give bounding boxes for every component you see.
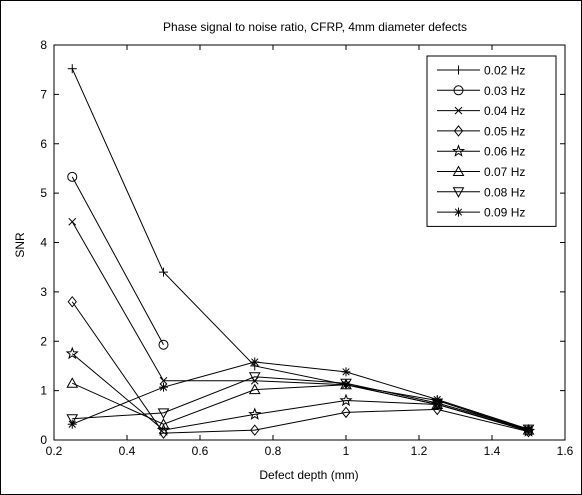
data-point-series-7	[157, 408, 170, 419]
y-tick-label: 3	[40, 285, 47, 299]
y-tick-label: 7	[40, 87, 47, 101]
legend-marker	[451, 144, 466, 157]
data-point-series-4	[341, 406, 351, 419]
x-axis-label: Defect depth (mm)	[259, 468, 358, 482]
data-point-series-2	[158, 339, 169, 350]
x-tick-label: 0.2	[46, 444, 63, 458]
data-point-series-3	[159, 376, 168, 385]
data-point-series-4	[67, 295, 77, 308]
data-point-series-3	[68, 217, 77, 226]
data-point-series-1	[159, 267, 168, 277]
legend-marker	[453, 125, 464, 137]
y-tick-label: 6	[40, 137, 47, 151]
chart-title: Phase signal to noise ratio, CFRP, 4mm d…	[163, 20, 467, 34]
data-point-series-8	[524, 424, 533, 434]
data-point-series-5	[430, 397, 444, 411]
plot-lines	[71, 68, 529, 434]
data-point-series-5	[339, 393, 353, 407]
data-point-series-1	[67, 64, 77, 74]
series-line-6	[72, 382, 529, 431]
y-tick-label: 2	[40, 334, 47, 348]
legend-marker	[454, 207, 463, 217]
y-axis-label: SNR	[13, 232, 27, 258]
legend: 0.02 Hz 0.03 Hz 0.04 Hz 0.05 Hz 0.06 Hz 0.07 …	[426, 55, 557, 227]
data-point-series-2	[67, 171, 78, 182]
data-point-series-5	[65, 346, 79, 360]
legend-entry-label: 0.08 Hz	[484, 185, 525, 199]
series-line-8	[72, 361, 529, 430]
x-tick-label: 1.4	[484, 444, 501, 458]
data-point-series-6	[157, 418, 170, 429]
legend-entry-label: 0.05 Hz	[484, 124, 525, 138]
data-point-series-7	[66, 414, 79, 425]
data-point-series-6	[66, 377, 79, 388]
series-line-4	[71, 301, 529, 434]
x-tick-label: 0.4	[119, 444, 136, 458]
legend-box	[426, 55, 557, 227]
data-point-series-8	[432, 395, 442, 405]
x-tick-label: 1.6	[557, 444, 574, 458]
legend-marker	[453, 85, 464, 96]
legend-entry-label: 0.06 Hz	[484, 145, 525, 159]
legend-marker	[452, 165, 465, 176]
plot-markers	[65, 64, 536, 439]
data-point-series-8	[67, 419, 77, 429]
legend-entry-label: 0.02 Hz	[484, 64, 525, 78]
legend-marker	[454, 106, 463, 115]
data-point-series-7	[248, 372, 261, 383]
data-point-series-8	[341, 367, 351, 377]
data-point-series-5	[248, 407, 262, 420]
series-line-7	[72, 376, 529, 430]
legend-marker	[454, 65, 463, 75]
legend-entry-label: 0.09 Hz	[484, 206, 525, 220]
legend-entry-label: 0.07 Hz	[484, 165, 525, 179]
series-line-2	[71, 176, 164, 345]
x-tick-label: 0.8	[265, 444, 282, 458]
series-line-1	[71, 68, 529, 431]
x-tick-label: 1.2	[411, 444, 428, 458]
data-point-series-4	[250, 424, 260, 436]
y-tick-label: 4	[40, 236, 47, 250]
data-point-series-6	[248, 383, 261, 395]
legend-entry-label: 0.04 Hz	[484, 104, 525, 118]
y-tick-label: 1	[40, 384, 47, 398]
x-tick-label: 0.6	[192, 444, 209, 458]
data-point-series-3	[342, 380, 350, 389]
y-tick-label: 0	[40, 433, 47, 447]
y-tick-label: 5	[40, 186, 47, 200]
y-tick-label: 8	[40, 38, 47, 52]
legend-marker	[452, 187, 465, 198]
legend-entry-label: 0.03 Hz	[484, 84, 525, 98]
data-point-series-8	[250, 357, 260, 367]
data-point-series-8	[159, 382, 168, 392]
x-tick-label: 1	[343, 444, 350, 458]
data-point-series-7	[340, 378, 352, 390]
